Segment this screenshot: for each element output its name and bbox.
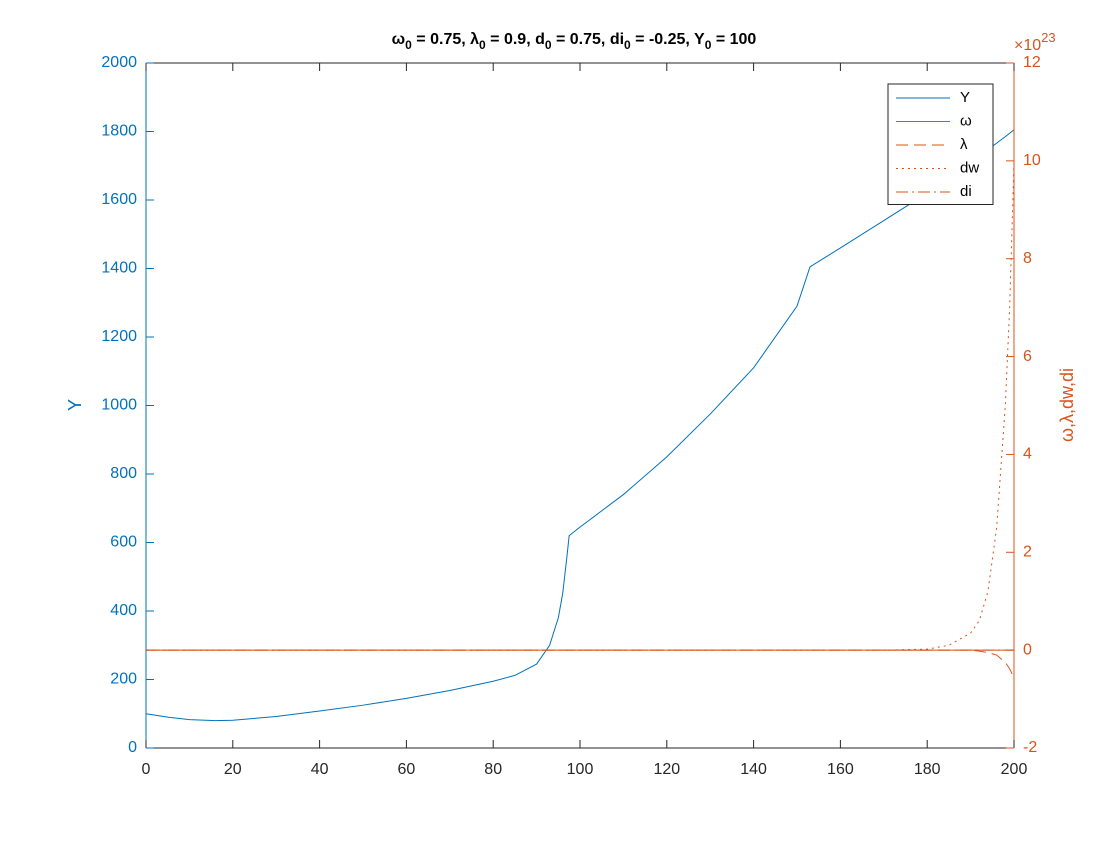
x-tick-label: 180 [914, 761, 941, 778]
series-line [146, 649, 1015, 679]
title-text: = -0.25, Y [631, 31, 705, 48]
legend-label: λ [960, 136, 968, 153]
y2-tick-label: 12 [1023, 54, 1041, 71]
y2-tick-label: 0 [1023, 641, 1032, 658]
y-tick-label: 0 [128, 739, 137, 756]
title-subscript: 0 [405, 38, 412, 52]
x-tick-label: 80 [484, 761, 502, 778]
y2-tick-label: -2 [1023, 739, 1037, 756]
title-text: ω [392, 31, 406, 48]
x-tick-label: 200 [1001, 761, 1028, 778]
title-subscript: 0 [624, 38, 631, 52]
y2-tick-label: 6 [1023, 348, 1032, 365]
y-tick-label: 1800 [101, 123, 137, 140]
legend-label: Y [960, 89, 970, 106]
y-tick-label: 400 [110, 602, 137, 619]
title-subscript: 0 [479, 38, 486, 52]
y2-tick-label: 8 [1023, 250, 1032, 267]
y-tick-label: 200 [110, 671, 137, 688]
y-tick-label: 2000 [101, 54, 137, 71]
y2-tick-label: 10 [1023, 152, 1041, 169]
legend-label: di [960, 183, 972, 200]
legend-label: ω [960, 112, 972, 129]
y2-tick-label: 2 [1023, 544, 1032, 561]
x-tick-label: 0 [142, 761, 151, 778]
y-tick-label: 1000 [101, 397, 137, 414]
y2-scale-exponent: 23 [1041, 30, 1055, 45]
x-tick-label: 140 [740, 761, 767, 778]
title-text: = 0.75, di [552, 31, 624, 48]
title-text: = 100 [711, 31, 756, 48]
title-subscript: 0 [545, 38, 552, 52]
y-tick-label: 600 [110, 534, 137, 551]
y-tick-label: 1400 [101, 260, 137, 277]
chart-title: ω0 = 0.75, λ0 = 0.9, d0 = 0.75, di0 = -0… [392, 31, 757, 52]
y2-scale-base: ×10 [1014, 37, 1041, 54]
y-tick-label: 800 [110, 465, 137, 482]
y2-tick-label: 4 [1023, 446, 1032, 463]
x-tick-label: 60 [398, 761, 416, 778]
title-text: = 0.9, d [486, 31, 545, 48]
y-axis-label: Y [65, 399, 85, 411]
y-tick-label: 1200 [101, 328, 137, 345]
x-tick-label: 40 [311, 761, 329, 778]
y-tick-label: 1600 [101, 191, 137, 208]
y2-axis-label: ω,λ,dw,di [1057, 368, 1077, 442]
x-tick-label: 160 [827, 761, 854, 778]
legend-box [887, 83, 994, 205]
plot-area [146, 63, 1014, 748]
title-subscript: 0 [705, 38, 712, 52]
x-tick-label: 120 [653, 761, 680, 778]
y2-scale-label: ×1023 [1014, 30, 1056, 54]
x-tick-label: 20 [224, 761, 242, 778]
x-tick-label: 100 [567, 761, 594, 778]
legend-label: dw [960, 159, 979, 176]
title-text: = 0.75, λ [412, 31, 479, 48]
